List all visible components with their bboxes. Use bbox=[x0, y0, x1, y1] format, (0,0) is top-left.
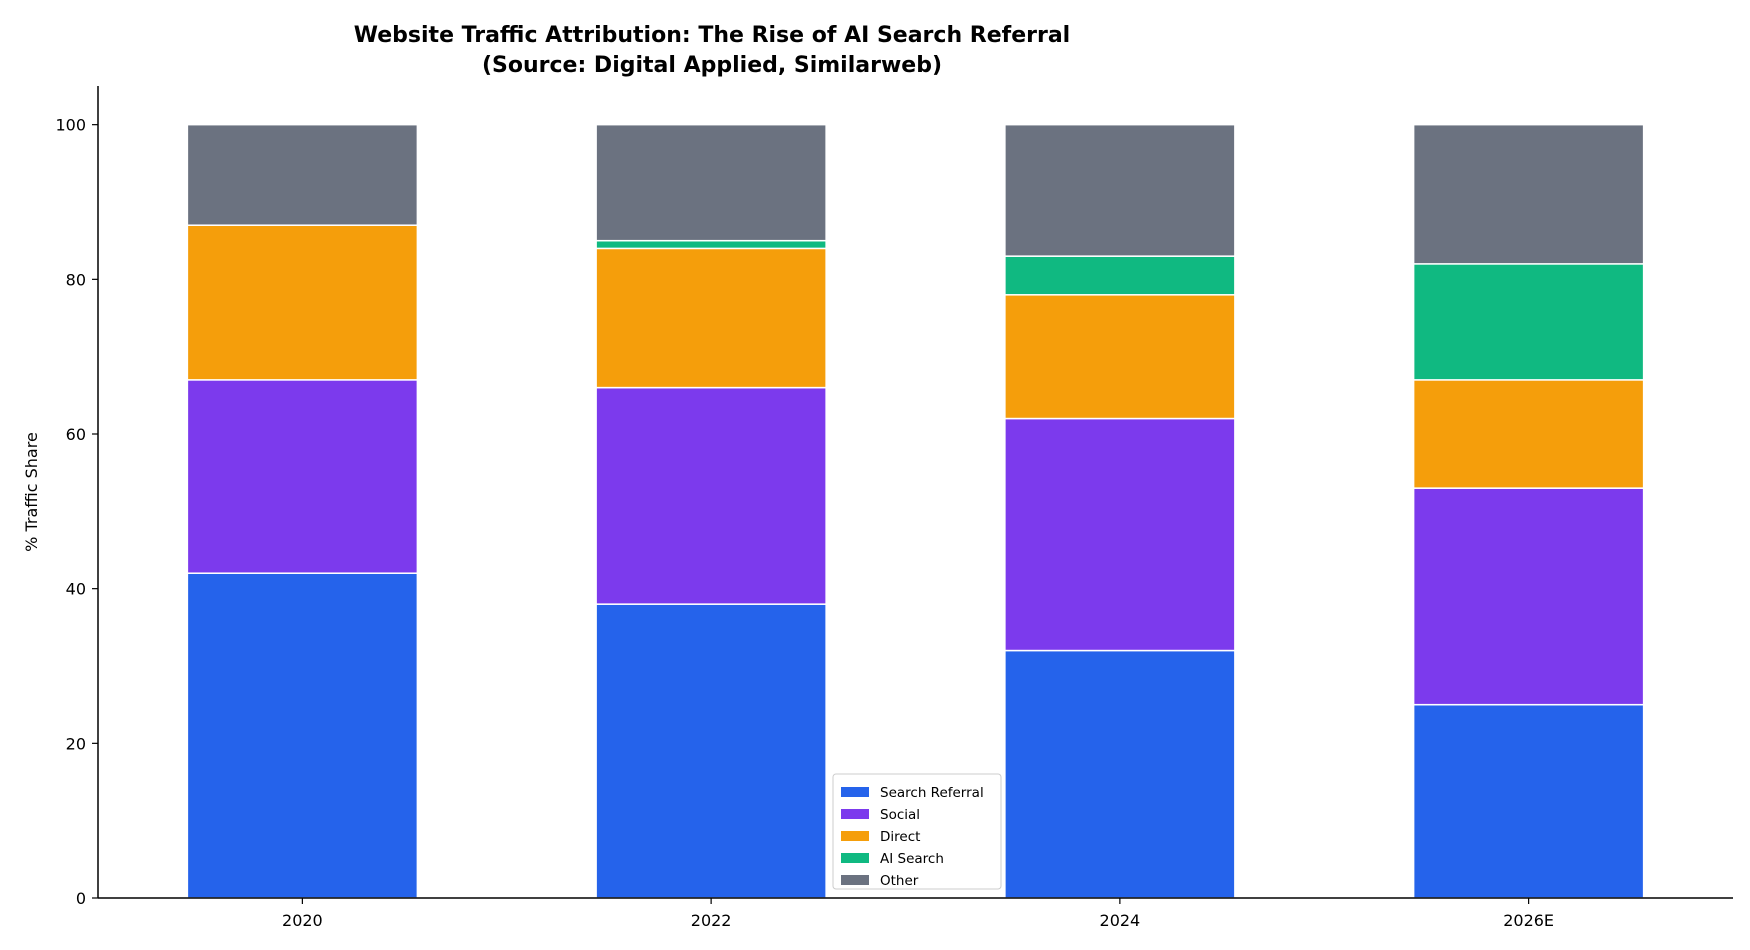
bar-ai-search-2024 bbox=[1004, 255, 1236, 296]
y-tick-label: 100 bbox=[55, 116, 86, 135]
y-tick-label: 20 bbox=[66, 734, 86, 753]
chart-subtitle: (Source: Digital Applied, Similarweb) bbox=[482, 53, 942, 78]
legend-swatch-search-referral bbox=[841, 787, 869, 797]
legend-label-direct: Direct bbox=[880, 829, 920, 845]
bar-search-referral-2026e bbox=[1412, 703, 1645, 899]
bar-direct-2020 bbox=[186, 224, 419, 381]
bar-search-referral-2022 bbox=[595, 603, 827, 899]
x-tick-label: 2026E bbox=[1503, 911, 1554, 930]
y-axis-label: % Traffic Share bbox=[22, 432, 41, 552]
bar-social-2020 bbox=[186, 379, 419, 574]
legend-label-ai-search: AI Search bbox=[880, 851, 944, 867]
x-tick-label: 2020 bbox=[282, 911, 323, 930]
legend-swatch-social bbox=[841, 809, 869, 819]
bar-ai-search-2022 bbox=[595, 239, 827, 250]
legend-label-social: Social bbox=[880, 807, 920, 823]
y-tick-label: 60 bbox=[66, 425, 86, 444]
bar-other-2024 bbox=[1004, 123, 1236, 257]
legend-label-search-referral: Search Referral bbox=[880, 785, 984, 801]
x-tick-label: 2024 bbox=[1100, 911, 1141, 930]
y-tick-label: 80 bbox=[66, 270, 86, 289]
bar-social-2026e bbox=[1412, 487, 1645, 706]
bars-group bbox=[186, 123, 1645, 899]
chart-title: Website Traffic Attribution: The Rise of… bbox=[354, 23, 1070, 48]
x-tick-label: 2022 bbox=[691, 911, 732, 930]
legend-box bbox=[832, 773, 1002, 890]
bar-social-2024 bbox=[1004, 417, 1236, 652]
legend-swatch-other bbox=[841, 875, 869, 885]
bar-direct-2026e bbox=[1412, 379, 1645, 489]
bar-other-2022 bbox=[595, 123, 827, 242]
axes-group: 0 20 40 60 80 100 2020 2022 2024 2026E bbox=[55, 86, 1733, 930]
bar-ai-search-2026e bbox=[1412, 263, 1645, 381]
bar-search-referral-2020 bbox=[186, 572, 419, 899]
legend-swatch-ai-search bbox=[841, 853, 869, 863]
legend-swatch-direct bbox=[841, 831, 869, 841]
bar-direct-2024 bbox=[1004, 294, 1236, 420]
bar-other-2026e bbox=[1412, 123, 1645, 265]
legend-label-other: Other bbox=[880, 873, 919, 889]
bar-direct-2022 bbox=[595, 247, 827, 389]
bar-social-2022 bbox=[595, 386, 827, 605]
bar-search-referral-2024 bbox=[1004, 649, 1236, 899]
bar-other-2020 bbox=[186, 123, 419, 226]
y-tick-label: 40 bbox=[66, 580, 86, 599]
legend: Search Referral Social Direct AI Search Othe… bbox=[832, 773, 1002, 890]
y-tick-label: 0 bbox=[76, 889, 86, 908]
